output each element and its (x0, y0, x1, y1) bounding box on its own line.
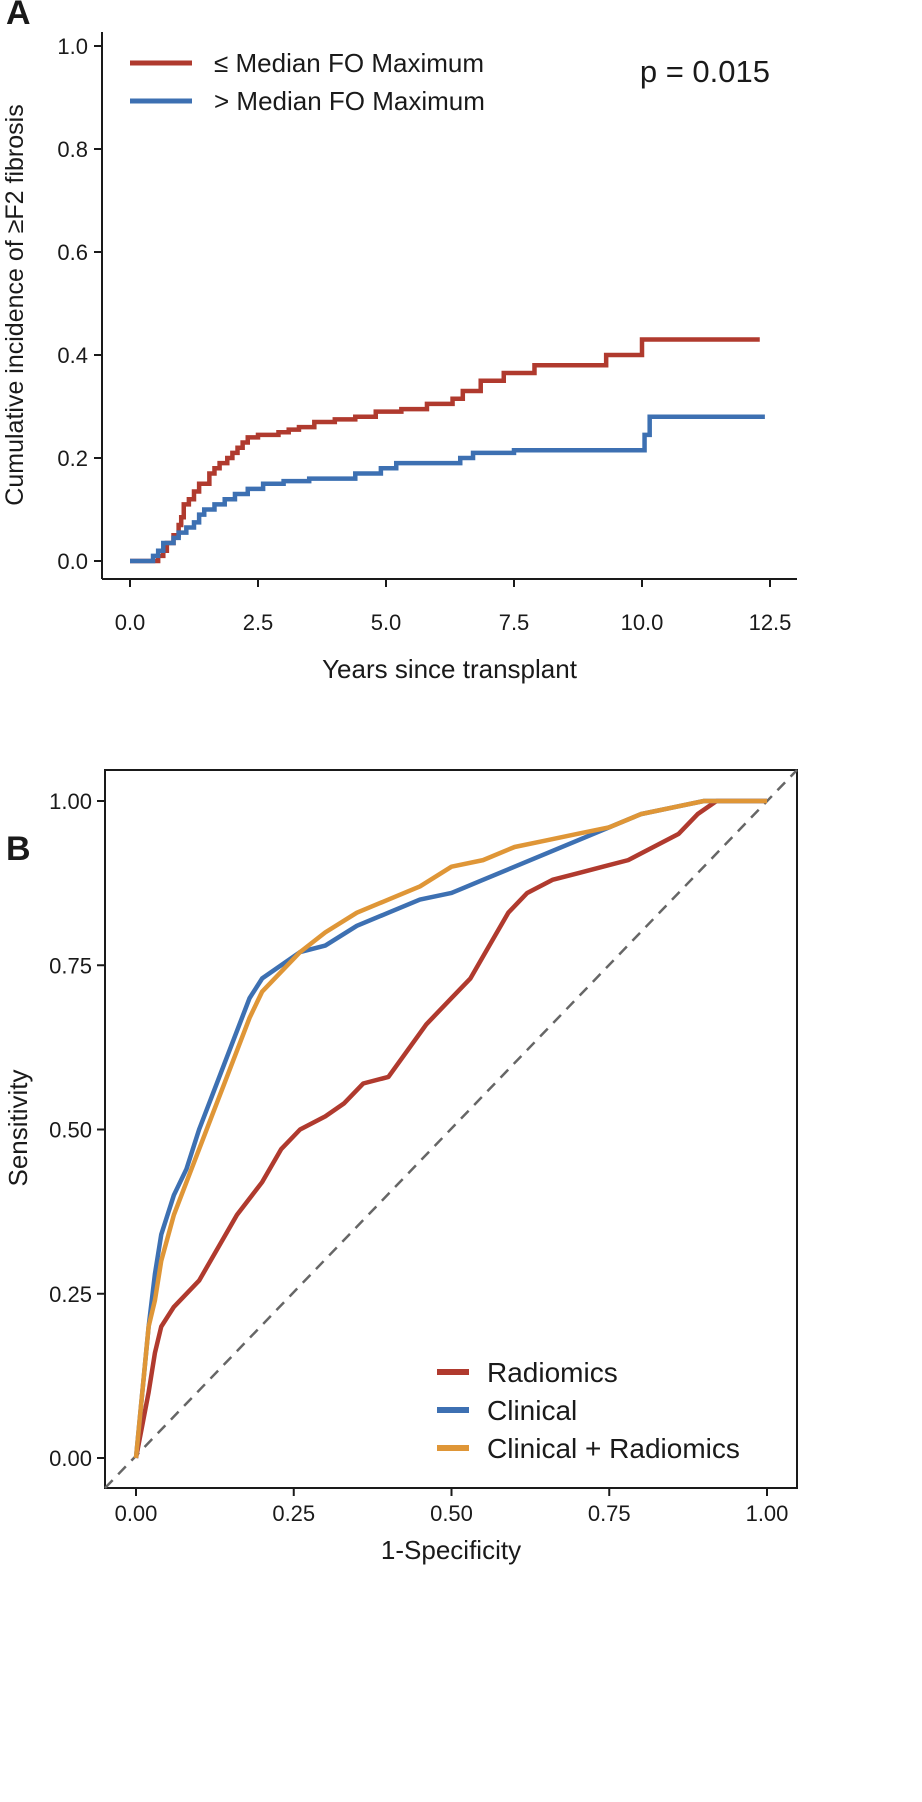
x-tick-label: 5.0 (371, 610, 402, 635)
x-axis-title: 1-Specificity (381, 1535, 521, 1565)
y-tick-label: 1.0 (57, 34, 88, 59)
x-tick-label: 10.0 (621, 610, 664, 635)
series-line-median-fo-maximum (130, 337, 760, 564)
x-tick-label: 7.5 (499, 610, 530, 635)
legend-label-radiomics: Radiomics (487, 1357, 618, 1388)
legend-label-clinical-radiomics: Clinical + Radiomics (487, 1433, 740, 1464)
legend-label-clinical: Clinical (487, 1395, 577, 1426)
reference-diagonal-line (104, 769, 798, 1489)
y-tick-label: 1.00 (49, 789, 92, 814)
panel-b: B 0.00 0.25 0.50 0.75 1.00 0.00 0.25 0.50 0.75 1.… (0, 769, 922, 1802)
x-tick-label: 2.5 (243, 610, 274, 635)
y-axis-title: Sensitivity (3, 1069, 33, 1186)
y-tick-label: 0.0 (57, 549, 88, 574)
y-tick-label: 0.00 (49, 1446, 92, 1471)
y-tick-label: 0.50 (49, 1118, 92, 1143)
y-tick-label: 0.2 (57, 446, 88, 471)
legend-label-median-fo-maximum: > Median FO Maximum (214, 86, 485, 116)
x-tick-label: 0.25 (272, 1501, 315, 1526)
x-tick-label: 0.50 (430, 1501, 473, 1526)
y-tick-label: 0.8 (57, 137, 88, 162)
x-tick-label: 0.00 (115, 1501, 158, 1526)
roc-curve-radiomics (133, 798, 767, 1459)
panel-a: A 0.0 0.2 0.4 0.6 0.8 1.0 0.0 2.5 5.0 7.5 10.0 12.5… (0, 0, 922, 790)
x-tick-label: 12.5 (749, 610, 792, 635)
x-tick-label: 0.0 (115, 610, 146, 635)
y-axis-title: Cumulative incidence of ≥F2 fibrosis (1, 104, 29, 505)
series-line-median-fo-maximum (130, 414, 765, 564)
y-tick-label: 0.75 (49, 953, 92, 978)
chart-b: 0.00 0.25 0.50 0.75 1.00 0.00 0.25 0.50 0.75 1.00… (3, 769, 798, 1565)
chart-a: 0.0 0.2 0.4 0.6 0.8 1.0 0.0 2.5 5.0 7.5 10.0 12.5 Ye… (1, 32, 797, 684)
x-tick-label: 0.75 (588, 1501, 631, 1526)
panel-letter-a: A (6, 0, 31, 32)
x-tick-label: 1.00 (746, 1501, 789, 1526)
legend-label-median-fo-maximum: ≤ Median FO Maximum (214, 48, 484, 78)
y-tick-label: 0.6 (57, 240, 88, 265)
x-axis-title: Years since transplant (322, 654, 578, 684)
panel-letter-b: B (6, 830, 31, 868)
y-tick-label: 0.25 (49, 1282, 92, 1307)
p-value-annotation: p = 0.015 (640, 54, 770, 89)
roc-curve-clinical-radiomics (133, 798, 767, 1459)
y-tick-label: 0.4 (57, 343, 88, 368)
